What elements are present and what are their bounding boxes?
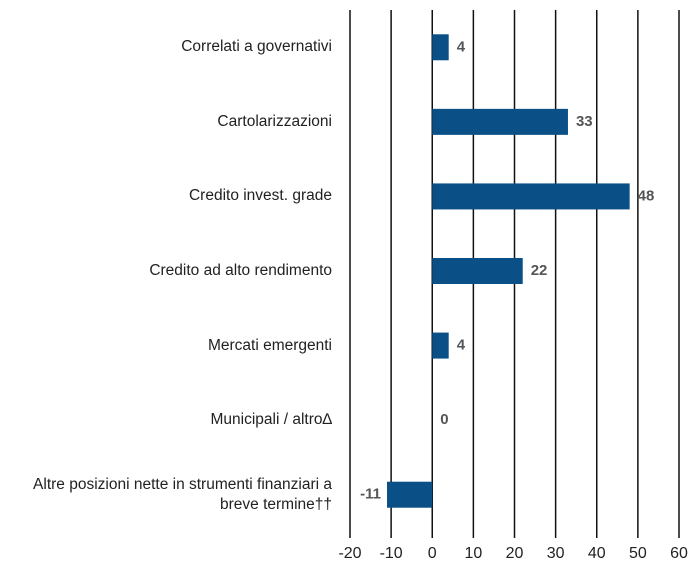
category-label: Municipali / altro∆ (210, 411, 332, 429)
category-label: Credito invest. grade (188, 187, 332, 205)
x-tick-label: 60 (670, 545, 688, 562)
category-label: Altre posizioni nette in strumenti finan… (33, 475, 332, 513)
bar (432, 258, 523, 284)
x-tick-label: 50 (629, 545, 647, 562)
value-label: 4 (457, 38, 466, 55)
value-label: 0 (440, 411, 448, 428)
value-label: 33 (576, 113, 593, 130)
category-label: Credito ad alto rendimento (149, 262, 332, 279)
value-label: 4 (457, 337, 466, 354)
x-tick-label: 10 (464, 545, 482, 562)
x-tick-label: 40 (588, 545, 606, 562)
x-tick-label: 0 (428, 545, 437, 562)
x-tick-label: -20 (338, 545, 361, 562)
bar (432, 332, 449, 359)
x-tick-label: -10 (380, 545, 403, 562)
bar (432, 34, 449, 61)
x-tick-label: 20 (506, 545, 524, 562)
x-tick-label: 30 (547, 545, 565, 562)
value-label: -11 (360, 486, 381, 503)
value-label: 48 (638, 187, 655, 204)
value-label: 22 (531, 262, 548, 279)
bar (387, 481, 433, 508)
bar (432, 183, 630, 210)
category-label: Cartolarizzazioni (217, 112, 332, 130)
category-label: Correlati a governativi (181, 38, 332, 56)
bar (432, 108, 568, 135)
category-label: Mercati emergenti (207, 336, 332, 354)
